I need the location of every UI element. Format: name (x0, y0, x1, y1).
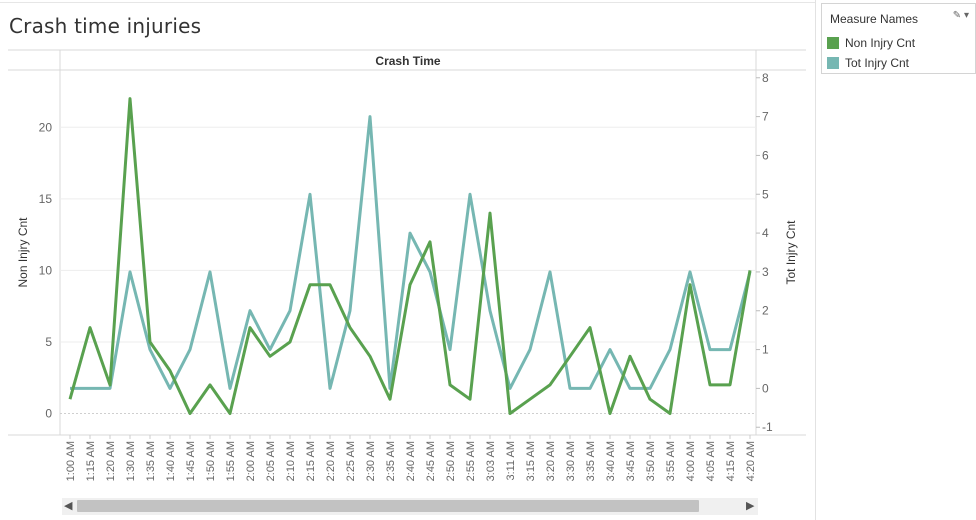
legend-card: Measure Names ✎ ▾ Non Injry Cnt Tot Injr… (821, 3, 976, 74)
legend-item-label: Non Injry Cnt (845, 36, 915, 50)
y2-tick-label: 1 (762, 343, 769, 357)
pencil-icon[interactable]: ✎ (953, 10, 961, 21)
x-tick-label: 2:00 AM (245, 441, 257, 481)
x-tick-label: 2:35 AM (385, 441, 397, 481)
x-tick-label: 3:40 AM (605, 441, 617, 481)
y2-tick-label: 4 (762, 226, 769, 240)
y2-axis-title: Tot Injry Cnt (784, 220, 798, 285)
x-tick-label: 2:20 AM (325, 441, 337, 481)
scroll-right-icon[interactable]: ▶ (746, 499, 754, 512)
y-tick-label: 20 (39, 120, 53, 134)
x-tick-label: 3:11 AM (505, 441, 517, 481)
x-tick-label: 1:30 AM (125, 441, 137, 481)
y-tick-label: 5 (45, 335, 52, 349)
x-tick-label: 4:20 AM (745, 441, 757, 481)
y2-tick-label: 5 (762, 187, 769, 201)
x-tick-label: 1:20 AM (105, 441, 117, 481)
x-tick-label: 1:55 AM (225, 441, 237, 481)
x-tick-label: 4:00 AM (685, 441, 697, 481)
panel-divider (815, 0, 816, 520)
y2-tick-label: 2 (762, 304, 769, 318)
x-tick-label: 2:15 AM (305, 441, 317, 481)
y2-tick-label: -1 (762, 420, 773, 434)
legend-item-total-injury[interactable]: Tot Injry Cnt (827, 56, 909, 70)
scrollbar-thumb[interactable] (77, 500, 699, 512)
x-tick-label: 3:20 AM (545, 441, 557, 481)
column-header-title: Crash Time (375, 54, 440, 68)
y2-tick-label: 3 (762, 265, 769, 279)
x-tick-label: 3:35 AM (585, 441, 597, 481)
legend-item-non-injury[interactable]: Non Injry Cnt (827, 36, 915, 50)
x-tick-label: 1:35 AM (145, 441, 157, 481)
x-tick-label: 3:45 AM (625, 441, 637, 481)
x-tick-label: 2:05 AM (265, 441, 277, 481)
series-line-non-injury (70, 99, 750, 414)
x-tick-label: 2:10 AM (285, 441, 297, 481)
series-line-total-injury (70, 117, 750, 389)
x-tick-label: 2:45 AM (425, 441, 437, 481)
x-tick-label: 4:05 AM (705, 441, 717, 481)
x-tick-label: 1:00 AM (65, 441, 77, 481)
x-tick-label: 3:55 AM (665, 441, 677, 481)
x-tick-label: 2:40 AM (405, 441, 417, 481)
legend-swatch (827, 57, 839, 69)
x-tick-label: 3:50 AM (645, 441, 657, 481)
y2-tick-label: 6 (762, 148, 769, 162)
y-tick-label: 15 (39, 192, 53, 206)
x-tick-label: 2:25 AM (345, 441, 357, 481)
legend-tools[interactable]: ✎ ▾ (953, 10, 969, 21)
x-tick-label: 1:50 AM (205, 441, 217, 481)
scroll-left-icon[interactable]: ◀ (64, 499, 72, 512)
x-tick-label: 3:03 AM (485, 441, 497, 481)
x-tick-label: 2:50 AM (445, 441, 457, 481)
x-tick-label: 2:30 AM (365, 441, 377, 481)
y-axis-title: Non Injry Cnt (16, 217, 30, 288)
x-tick-label: 1:40 AM (165, 441, 177, 481)
x-tick-label: 1:15 AM (85, 441, 97, 481)
chevron-down-icon[interactable]: ▾ (964, 10, 969, 21)
y2-tick-label: 8 (762, 71, 769, 85)
y-tick-label: 0 (45, 407, 52, 421)
x-tick-label: 1:45 AM (185, 441, 197, 481)
legend-item-label: Tot Injry Cnt (845, 56, 909, 70)
x-tick-label: 3:15 AM (525, 441, 537, 481)
legend-swatch (827, 37, 839, 49)
x-tick-label: 3:30 AM (565, 441, 577, 481)
y-tick-label: 10 (39, 263, 53, 277)
y2-tick-label: 0 (762, 381, 769, 395)
x-tick-label: 2:55 AM (465, 441, 477, 481)
x-tick-label: 4:15 AM (725, 441, 737, 481)
y2-tick-label: 7 (762, 110, 769, 124)
legend-title: Measure Names (830, 12, 918, 26)
